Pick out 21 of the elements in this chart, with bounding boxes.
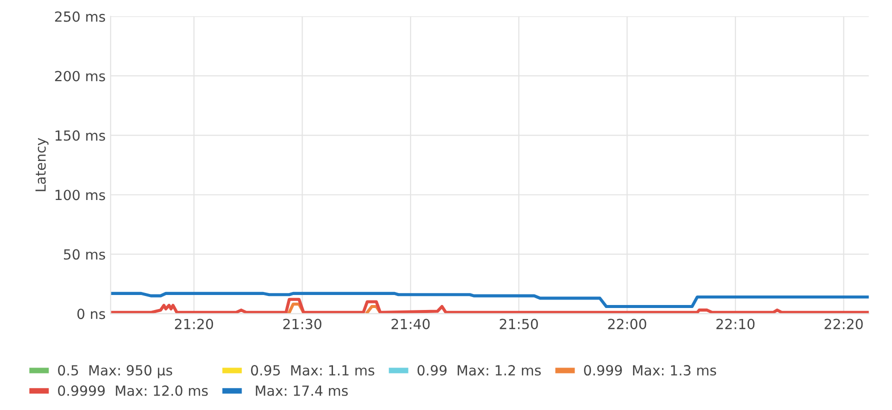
x-tick-label: 22:10 [716,318,755,330]
x-tick-label: 21:20 [174,318,214,330]
x-tick-label: 22:20 [824,318,863,330]
y-tick-label: 0 ns [77,308,106,320]
legend-label: Max: 17.4 ms [256,386,348,396]
y-tick-label: 50 ms [64,249,106,260]
x-tick-label: 21:30 [283,318,322,330]
legend-label: 0.9999 Max: 12.0 ms [58,385,208,396]
x-tick-label: 21:40 [392,318,430,330]
y-tick-label: 150 ms [56,130,106,141]
legend-label: 0.95 Max: 1.1 ms [251,365,374,376]
x-tick-label: 21:50 [500,318,538,330]
y-tick-label: 100 ms [56,190,106,200]
y-tick-label: 200 ms [55,70,106,82]
line-series [110,292,869,308]
legend-label: 0.999 Max: 1.3 ms [584,365,716,376]
y-axis-title: Latency [35,138,49,192]
legend-label: 0.99 Max: 1.2 ms [418,365,541,376]
y-tick-label: 250 ms [55,11,106,22]
legend-label: 0.5 Max: 950 µs [58,365,172,378]
x-tick-label: 22:00 [608,318,646,330]
